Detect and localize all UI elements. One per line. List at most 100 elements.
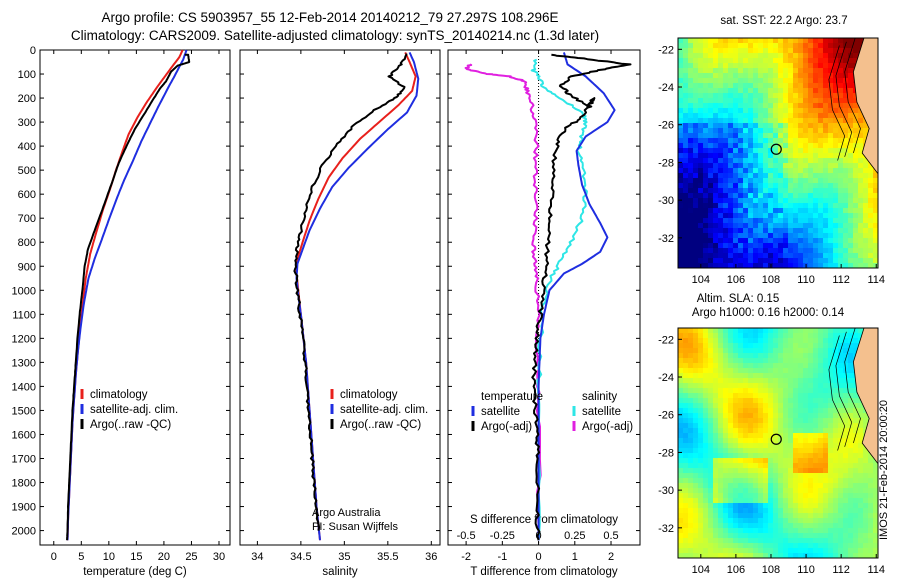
map-cell [813,463,818,468]
map-cell [838,443,843,448]
map-cell [703,208,708,213]
map-cell [733,508,738,513]
map-cell [793,493,798,498]
map-cell [783,488,788,493]
map-cell [728,528,733,533]
map-cell [763,98,768,103]
map-cell [783,408,788,413]
map-cell [713,113,718,118]
map-cell [828,458,833,463]
map-cell [748,208,753,213]
map-cell [853,248,858,253]
map-cell [698,233,703,238]
map-cell [688,363,693,368]
map-cell [828,433,833,438]
map-cell [678,178,683,183]
map-cell [793,193,798,198]
map-cell [773,373,778,378]
map-cell [808,48,813,53]
map-cell [683,448,688,453]
map-cell [703,133,708,138]
map-cell [738,148,743,153]
map-cell [738,153,743,158]
map-cell [748,543,753,548]
map-cell [818,533,823,538]
map-cell [763,538,768,543]
map-cell [768,503,773,508]
map-cell [868,533,873,538]
map-cell [828,48,833,53]
map-cell [793,98,798,103]
map-cell [713,378,718,383]
map-cell [843,343,848,348]
lon-tick-label: 106 [727,564,745,576]
map-cell [848,368,853,373]
map-cell [678,158,683,163]
map-cell [813,88,818,93]
map-cell [758,473,763,478]
map-cell [783,103,788,108]
map-cell [788,443,793,448]
map-cell [818,473,823,478]
map-cell [823,463,828,468]
map-cell [833,383,838,388]
map-cell [768,378,773,383]
map-cell [803,118,808,123]
map-cell [818,148,823,153]
map-cell [823,228,828,233]
map-cell [818,398,823,403]
map-cell [863,123,868,128]
map-cell [698,198,703,203]
map-cell [713,208,718,213]
map-cell [843,218,848,223]
map-cell [713,183,718,188]
map-cell [748,193,753,198]
map-cell [728,233,733,238]
map-cell [748,393,753,398]
map-cell [688,188,693,193]
map-cell [733,228,738,233]
map-cell [708,83,713,88]
map-cell [788,188,793,193]
map-cell [833,163,838,168]
map-cell [798,43,803,48]
map-cell [813,258,818,263]
map-cell [753,123,758,128]
map-cell [723,98,728,103]
x-tick-label: 34 [251,551,263,563]
legend-label: satellite [582,406,621,418]
map-cell [868,183,873,188]
map-cell [753,63,758,68]
map-cell [828,123,833,128]
imos-timestamp: IMOS 21-Feb-2014 20:00:20 [878,399,890,540]
map-cell [793,553,798,558]
map-cell [803,348,808,353]
map-cell [768,163,773,168]
map-cell [698,238,703,243]
map-cell [873,193,878,198]
map-cell [823,68,828,73]
map-cell [788,518,793,523]
map-cell [818,128,823,133]
map-cell [713,448,718,453]
map-cell [813,528,818,533]
map-cell [738,363,743,368]
map-cell [783,503,788,508]
map-cell [843,213,848,218]
map-cell [813,408,818,413]
map-cell [818,393,823,398]
map-cell [718,98,723,103]
map-cell [733,48,738,53]
map-cell [828,448,833,453]
map-cell [748,478,753,483]
map-cell [818,443,823,448]
map-cell [718,353,723,358]
map-cell [818,423,823,428]
map-cell [853,243,858,248]
map-cell [708,63,713,68]
map-cell [853,228,858,233]
map-cell [843,183,848,188]
map-cell [803,553,808,558]
map-cell [743,548,748,553]
map-cell [778,398,783,403]
